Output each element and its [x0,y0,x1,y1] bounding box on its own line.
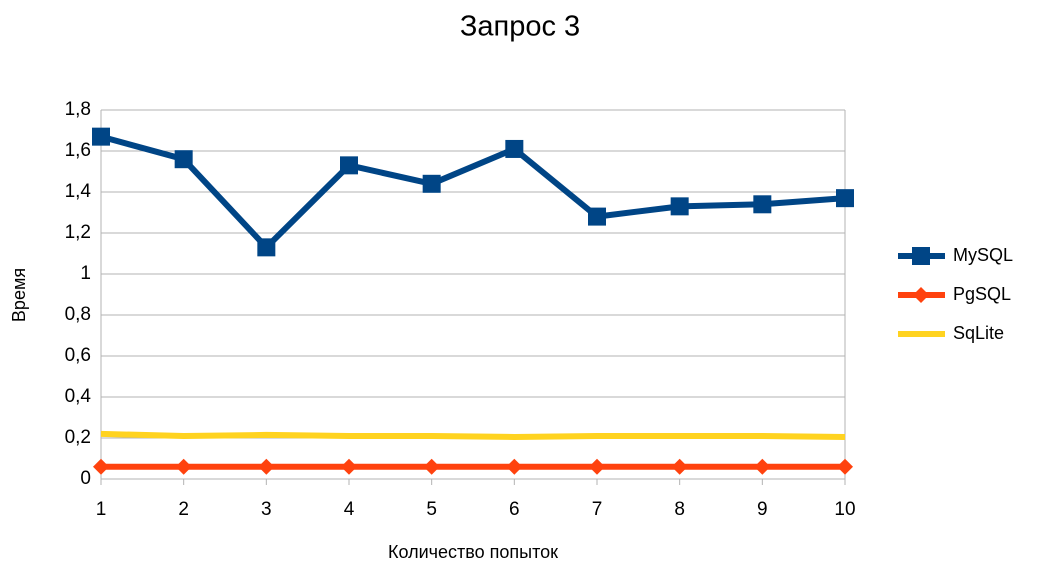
y-tick-label: 1,2 [65,222,91,243]
x-tick-label: 10 [834,499,855,520]
marker [92,127,110,146]
marker [340,156,358,175]
y-tick-label: 1,4 [65,181,92,202]
y-tick-label: 1 [80,263,91,284]
marker [174,150,193,169]
y-tick-label: 0,8 [65,304,91,325]
marker [589,458,605,475]
x-tick-label: 3 [261,499,272,520]
x-tick-label: 7 [592,499,603,520]
marker [422,174,441,193]
marker [341,458,357,475]
marker [423,458,440,475]
marker [505,139,524,158]
x-tick-label: 6 [509,499,520,520]
y-tick-label: 1,6 [65,140,91,161]
marker [754,458,771,475]
marker [588,207,606,226]
marker [258,458,275,475]
series-line [100,133,846,251]
marker [836,189,854,208]
y-tick-label: 0,2 [65,427,91,448]
x-tick-label: 5 [426,499,437,520]
marker [913,287,929,303]
y-tick-label: 0,4 [65,386,92,407]
y-tick-label: 0 [80,468,91,489]
marker [912,247,930,265]
chart-title: Запрос 3 [460,11,580,43]
legend-label: MySQL [953,245,1013,265]
marker [506,458,523,475]
x-axis-label: Количество попыток [388,542,558,562]
y-axis-label: Время [9,268,29,322]
marker [257,238,276,257]
legend-label: PgSQL [953,284,1011,304]
y-tick-label: 1,8 [65,99,91,120]
x-tick-label: 1 [96,499,107,520]
marker [175,458,192,475]
marker [753,195,772,214]
legend-label: SqLite [953,323,1004,343]
marker [837,458,853,475]
x-tick-label: 9 [757,499,768,520]
x-tick-label: 2 [178,499,189,520]
y-tick-label: 0,6 [65,345,91,366]
series-line [100,430,846,440]
marker [93,458,109,475]
x-tick-label: 8 [674,499,685,520]
marker [671,458,688,475]
x-tick-label: 4 [344,499,355,520]
marker [670,197,689,216]
